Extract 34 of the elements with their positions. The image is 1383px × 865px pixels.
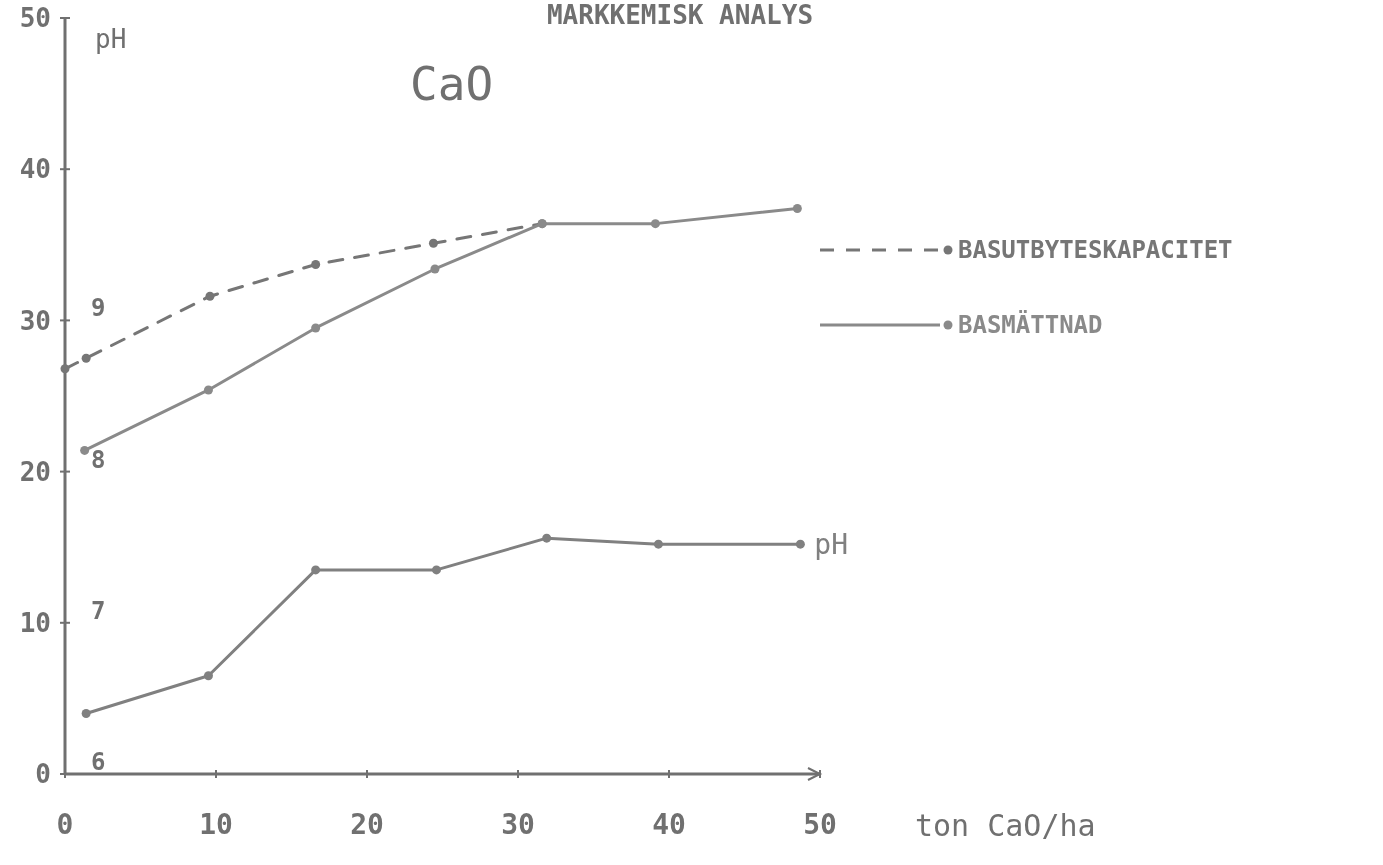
x-tick-label: 30 <box>501 808 535 841</box>
chart-title: MARKKEMISK ANALYS <box>546 0 814 30</box>
y2-tick-label: 8 <box>91 445 106 474</box>
point <box>428 238 438 248</box>
legend-label: BASUTBYTESKAPACITET <box>958 236 1233 265</box>
y-tick-label: 40 <box>19 154 51 185</box>
point <box>792 204 802 214</box>
x-tick-label: 50 <box>803 808 837 841</box>
point <box>311 259 321 269</box>
y-tick-label: 10 <box>19 607 51 638</box>
point <box>650 219 660 229</box>
y-tick-label: 20 <box>19 456 51 487</box>
x-tick-label: 10 <box>199 808 233 841</box>
point <box>80 445 90 455</box>
text: CaO <box>410 57 494 111</box>
series-label: pH <box>814 527 849 561</box>
y-tick-label: 30 <box>19 305 51 336</box>
point <box>430 264 440 274</box>
x-tick-label: 0 <box>56 808 74 841</box>
point <box>311 323 321 333</box>
x-tick-label: 40 <box>652 808 686 841</box>
point <box>205 291 215 301</box>
y-tick-label: 50 <box>19 3 51 34</box>
y2-tick-label: 6 <box>91 748 106 776</box>
y-tick-label: 0 <box>35 759 51 790</box>
y2-axis-title: pH <box>95 24 127 54</box>
legend-label: BASMÄTTNAD <box>958 310 1103 340</box>
y2-tick-label: 9 <box>91 294 106 323</box>
point <box>203 385 213 395</box>
x-axis-title: ton CaO/ha <box>915 808 1096 843</box>
point <box>81 353 91 363</box>
x-tick-label: 20 <box>350 808 384 841</box>
y2-tick-label: 7 <box>91 596 106 625</box>
point <box>60 364 70 374</box>
